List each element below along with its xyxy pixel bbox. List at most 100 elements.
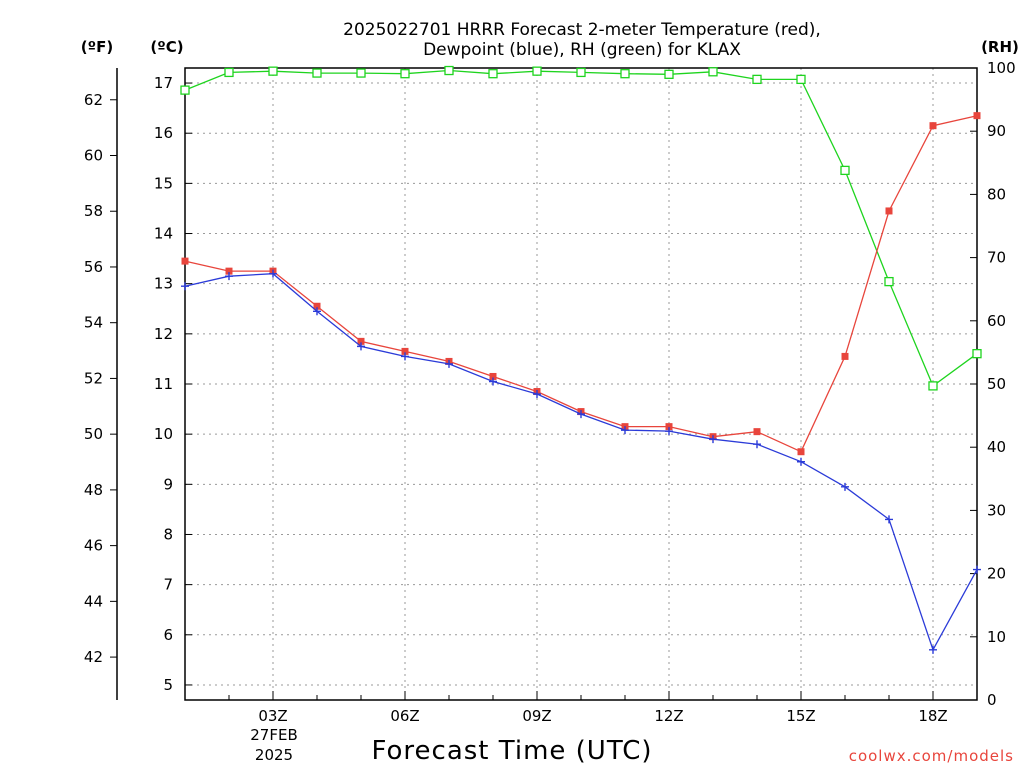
dewpoint-point: [929, 645, 937, 654]
rh-tick-label: 10: [987, 628, 1006, 646]
fahrenheit-tick-label: 42: [84, 648, 103, 666]
temperature-point: [401, 347, 409, 355]
dewpoint-point: [225, 272, 233, 281]
fahrenheit-tick-label: 54: [84, 314, 103, 332]
rh-series: [180, 65, 982, 391]
dewpoint-point: [181, 282, 189, 291]
temperature-point: [797, 448, 805, 456]
celsius-tick-label: 13: [154, 275, 173, 293]
dewpoint-point: [577, 410, 585, 419]
celsius-tick-label: 11: [154, 375, 173, 393]
temperature-point: [929, 122, 937, 130]
celsius-tick-label: 16: [154, 124, 173, 142]
dewpoint-point: [445, 359, 453, 368]
footer-credit: coolwx.com/models: [849, 747, 1014, 765]
rh-tick-label: 80: [987, 185, 1006, 203]
grid: [185, 68, 977, 700]
temperature-point: [489, 372, 497, 380]
dewpoint-point: [665, 427, 673, 436]
rh-point: [356, 68, 366, 78]
fahrenheit-tick-label: 48: [84, 481, 103, 499]
celsius-unit-label: (ºC): [150, 38, 183, 56]
fahrenheit-tick-label: 58: [84, 202, 103, 220]
temperature-point: [973, 112, 981, 120]
rh-point: [312, 68, 322, 78]
temperature-point: [665, 423, 673, 431]
dewpoint-point: [973, 565, 981, 574]
dewpoint-point: [401, 352, 409, 361]
fahrenheit-tick-label: 44: [84, 592, 103, 610]
rh-tick-label: 40: [987, 438, 1006, 456]
temperature-point: [841, 352, 849, 360]
rh-point: [268, 66, 278, 76]
temperature-point: [181, 257, 189, 265]
celsius-tick-label: 10: [154, 425, 173, 443]
temperature-point: [885, 207, 893, 215]
title-line-1: 2025022701 HRRR Forecast 2-meter Tempera…: [343, 20, 821, 40]
rh-point: [796, 74, 806, 85]
dewpoint-point: [313, 307, 321, 316]
dewpoint-series: [181, 269, 981, 654]
rh-line: [184, 69, 978, 387]
fahrenheit-tick-label: 62: [84, 91, 103, 109]
rh-tick-label: 70: [987, 249, 1006, 267]
dewpoint-point: [753, 440, 761, 449]
x-date-line-2: 2025: [255, 746, 293, 764]
rh-point: [224, 67, 234, 78]
celsius-tick-label: 6: [163, 626, 173, 644]
time-tick-label: 03Z: [258, 707, 287, 725]
celsius-tick-label: 17: [154, 74, 173, 92]
rh-point: [620, 69, 630, 79]
rh-point: [180, 85, 190, 95]
dewpoint-point: [621, 426, 629, 435]
time-axis-ticks: 03Z 06Z 09Z 12Z 15Z 18Z: [184, 691, 978, 725]
fahrenheit-tick-label: 56: [84, 258, 103, 276]
rh-point: [972, 349, 982, 359]
rh-tick-label: 100: [987, 59, 1016, 77]
dewpoint-point: [533, 390, 541, 399]
dewpoint-point: [797, 457, 805, 466]
fahrenheit-tick-label: 46: [84, 537, 103, 555]
fahrenheit-tick-label: 52: [84, 369, 103, 387]
rh-tick-label: 30: [987, 501, 1006, 519]
rh-point: [664, 69, 674, 79]
rh-point: [488, 69, 498, 79]
rh-tick-label: 90: [987, 122, 1006, 140]
time-tick-label: 06Z: [390, 707, 419, 725]
rh-tick-label: 20: [987, 565, 1006, 583]
time-tick-label: 09Z: [522, 707, 551, 725]
time-tick-label: 18Z: [918, 707, 947, 725]
title-line-2: Dewpoint (blue), RH (green) for KLAX: [423, 40, 741, 60]
temperature-point: [753, 428, 761, 436]
rh-axis-ticks: 0 10 20 30 40 50 60 70 80 90 100: [970, 59, 1016, 709]
temperature-point: [357, 337, 365, 345]
dewpoint-point: [841, 482, 849, 491]
dewpoint-line: [184, 273, 978, 652]
rh-tick-label: 0: [987, 691, 997, 709]
fahrenheit-axis-ticks: 42 44 46 48 50 52 54 56 58 60 62: [84, 91, 117, 666]
x-date-line-1: 27FEB: [250, 726, 297, 744]
rh-unit-label: (RH): [981, 38, 1019, 56]
data-series: [180, 65, 982, 654]
fahrenheit-tick-label: 60: [84, 146, 103, 164]
rh-point: [400, 69, 410, 79]
dewpoint-point: [709, 435, 717, 444]
rh-point: [576, 67, 586, 78]
time-tick-label: 15Z: [786, 707, 815, 725]
temperature-point: [225, 267, 233, 275]
x-axis-label: Forecast Time (UTC): [371, 736, 652, 766]
dewpoint-point: [269, 269, 277, 278]
fahrenheit-unit-label: (ºF): [81, 38, 113, 56]
rh-tick-label: 60: [987, 312, 1006, 330]
celsius-tick-label: 15: [154, 174, 173, 192]
time-tick-label: 12Z: [654, 707, 683, 725]
celsius-axis-ticks: 5 6 7 8 9 10 11 12 13 14 15 16 17: [154, 74, 192, 694]
dewpoint-point: [885, 515, 893, 524]
rh-point: [708, 67, 718, 77]
celsius-tick-label: 5: [163, 676, 173, 694]
rh-point: [444, 65, 454, 76]
dewpoint-point: [489, 377, 497, 386]
fahrenheit-tick-label: 50: [84, 425, 103, 443]
rh-point: [752, 74, 762, 85]
